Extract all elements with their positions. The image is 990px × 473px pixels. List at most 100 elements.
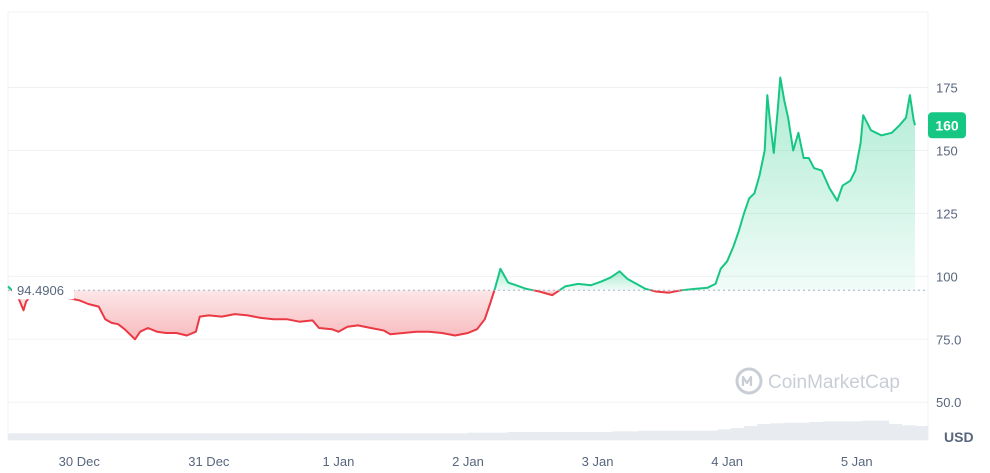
volume-bar [875, 420, 890, 440]
volume-bar [415, 433, 430, 440]
volume-bar [625, 431, 640, 440]
volume-bar [389, 433, 403, 440]
watermark: CoinMarketCap [735, 367, 900, 395]
volume-bar [362, 433, 377, 440]
volume-bar [678, 430, 692, 440]
volume-bar [126, 433, 140, 440]
volume-bar [730, 428, 745, 440]
price-line-up [493, 267, 534, 292]
volume-bar [139, 433, 154, 440]
volume-bar [428, 433, 443, 440]
volume-bar [349, 433, 364, 440]
volume-bar [757, 424, 771, 440]
price-line-up [7, 285, 13, 291]
volume-bar [297, 433, 311, 440]
logo-mark [741, 375, 753, 386]
volume-bar [86, 433, 101, 440]
volume-bar [205, 433, 219, 440]
volume-bar [796, 422, 811, 440]
volume-bar [836, 421, 850, 440]
coinmarketcap-logo-icon [735, 367, 763, 395]
reference-label-background [12, 281, 74, 300]
y-tick-label: 75.0 [936, 332, 961, 347]
volume-bar [454, 433, 469, 440]
area-below-reference [11, 290, 495, 340]
volume-bar [113, 433, 127, 440]
volume-bar [822, 421, 837, 440]
price-line-up [680, 76, 916, 292]
x-tick-label: 1 Jan [323, 454, 355, 469]
volume-bar [612, 431, 627, 440]
volume-bar [809, 422, 824, 440]
volume-bar [270, 433, 285, 440]
volume-bar [310, 433, 324, 440]
volume-bar [770, 423, 784, 440]
volume-bar [284, 433, 298, 440]
x-tick-label: 3 Jan [582, 454, 614, 469]
volume-bar [599, 432, 614, 440]
volume-bar [47, 433, 62, 440]
x-tick-label: 2 Jan [452, 454, 484, 469]
volume-bar [231, 433, 246, 440]
y-tick-label: 100 [936, 269, 958, 284]
volume-bar [783, 422, 798, 440]
area-above-reference [681, 77, 915, 291]
volume-bar [520, 432, 535, 440]
volume-bar [100, 433, 114, 440]
volume-bar [665, 430, 679, 440]
x-axis: 30 Dec 31 Dec 1 Jan 2 Jan 3 Jan 4 Jan 5 Jan [59, 454, 873, 469]
volume-bar [586, 432, 600, 440]
logo-ring [735, 367, 763, 395]
volume-bar [717, 429, 732, 440]
volume-bar [21, 433, 35, 440]
volume-bar [441, 433, 456, 440]
volume-bar [704, 430, 719, 440]
price-line-up [559, 270, 652, 292]
unit-label: USD [944, 429, 974, 445]
volume-bar [901, 425, 916, 440]
x-tick-label: 30 Dec [59, 454, 101, 469]
volume-bar [468, 432, 482, 440]
volume-bar [165, 433, 180, 440]
area-above-reference [494, 268, 533, 291]
volume-bar [560, 432, 574, 440]
volume-bar [376, 433, 390, 440]
volume-bar [888, 424, 903, 440]
y-axis: 50.0 75.0 100 125 150 175 [936, 81, 961, 411]
volume-bar [192, 433, 206, 440]
volume-bar [336, 433, 351, 440]
volume-bar [507, 432, 522, 440]
volume-bar [152, 433, 167, 440]
volume-bar [914, 426, 929, 440]
y-tick-label: 150 [936, 143, 958, 158]
y-tick-label: 175 [936, 81, 958, 96]
volume-bar [862, 420, 876, 440]
volume-bar [638, 430, 653, 440]
price-line-down [11, 289, 496, 341]
x-tick-label: 31 Dec [188, 454, 230, 469]
volume-bar [73, 433, 88, 440]
volume-bar [744, 426, 758, 440]
volume-bar [8, 433, 22, 440]
x-tick-label: 5 Jan [841, 454, 873, 469]
volume-bar [257, 433, 272, 440]
area-layer [8, 77, 915, 340]
watermark-text: CoinMarketCap [768, 372, 900, 393]
volume-bar [573, 432, 587, 440]
volume-bar [178, 433, 193, 440]
x-tick-label: 4 Jan [711, 454, 743, 469]
volume-bar [244, 433, 259, 440]
volume-layer [8, 420, 929, 440]
volume-bar [533, 432, 548, 440]
volume-bar [691, 430, 706, 440]
price-line-down [532, 289, 561, 297]
reference-layer: 94.4906 [8, 281, 928, 300]
current-price-tag: 160 [928, 112, 966, 139]
volume-bar [481, 432, 495, 440]
volume-bar [323, 433, 338, 440]
volume-bar [546, 432, 561, 440]
volume-bar [494, 432, 508, 440]
y-tick-label: 50.0 [936, 395, 961, 410]
price-line-down [650, 289, 682, 294]
